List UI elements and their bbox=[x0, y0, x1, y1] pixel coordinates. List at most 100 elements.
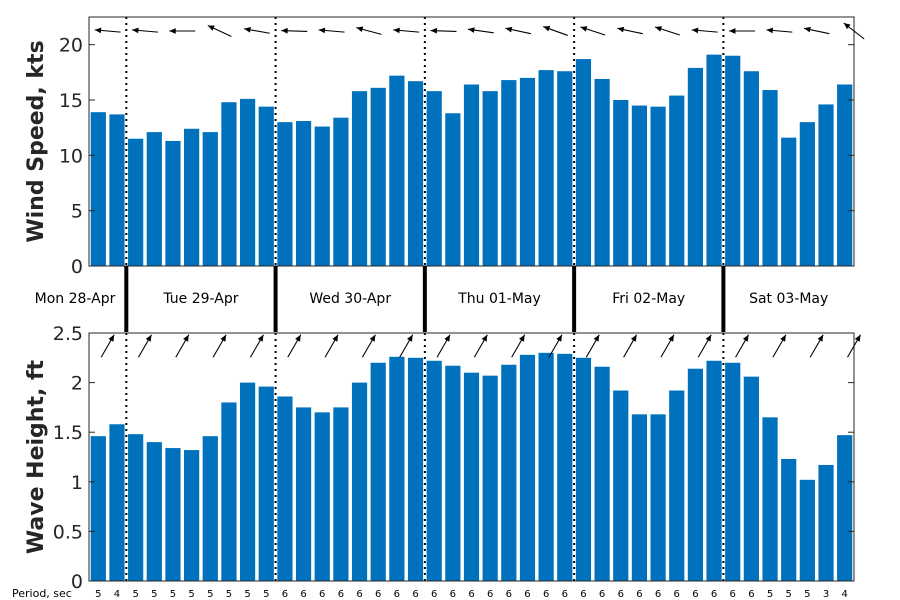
period-value: 6 bbox=[487, 589, 493, 600]
wind-bar bbox=[333, 117, 349, 266]
wave-direction-arrow bbox=[287, 334, 302, 358]
wind-direction-arrow bbox=[580, 26, 606, 36]
period-value: 6 bbox=[599, 589, 605, 600]
wave-bar bbox=[837, 435, 853, 581]
wind-direction-arrow-head bbox=[393, 27, 400, 34]
wind-direction-arrow bbox=[131, 27, 158, 34]
wave-direction-arrow bbox=[511, 334, 526, 358]
wind-bar bbox=[482, 91, 498, 266]
wave-bar bbox=[482, 375, 498, 581]
wave-bar bbox=[799, 479, 815, 581]
wind-direction-arrow-head bbox=[169, 28, 176, 34]
wave-direction-arrow-head bbox=[556, 334, 562, 342]
day-labels-panel: Mon 28-Apr Tue 29-Apr Wed 30-Apr Thu 01-May… bbox=[35, 266, 828, 332]
wind-direction-arrow-head bbox=[843, 22, 851, 30]
wind-direction-arrow bbox=[729, 28, 756, 34]
wind-ytick-label: 15 bbox=[59, 90, 83, 112]
period-value: 6 bbox=[524, 589, 530, 600]
period-value: 6 bbox=[468, 589, 474, 600]
period-value: 6 bbox=[412, 589, 418, 600]
wave-bar bbox=[743, 376, 759, 581]
wind-direction-arrow bbox=[543, 26, 568, 36]
period-value: 6 bbox=[562, 589, 568, 600]
wind-direction-arrow bbox=[430, 27, 457, 34]
wave-direction-arrow-head bbox=[705, 334, 712, 342]
wind-bar bbox=[725, 55, 741, 266]
wave-bar bbox=[445, 365, 461, 581]
wave-bar bbox=[407, 357, 424, 581]
wave-ytick-label: 0.5 bbox=[53, 521, 83, 543]
wind-direction-arrow-head bbox=[467, 27, 475, 33]
period-value: 5 bbox=[95, 589, 101, 600]
wind-direction-arrow-head bbox=[580, 26, 588, 32]
wind-bar bbox=[165, 140, 181, 266]
wave-direction-arrow-head bbox=[817, 334, 824, 342]
wave-direction-arrow-head bbox=[369, 334, 376, 342]
wave-bar bbox=[781, 458, 797, 581]
wave-bar bbox=[669, 390, 685, 581]
wave-direction-arrow-head bbox=[593, 334, 600, 342]
wind-direction-arrow-head bbox=[318, 27, 326, 34]
wave-direction-arrow bbox=[473, 334, 488, 358]
wave-direction-arrow bbox=[735, 334, 750, 358]
wind-direction-arrow-head bbox=[505, 26, 513, 33]
wind-direction-arrow bbox=[207, 25, 232, 37]
wave-direction-arrow bbox=[436, 334, 451, 358]
wave-direction-arrow bbox=[175, 334, 190, 358]
wind-bar bbox=[295, 121, 312, 266]
wind-bar bbox=[202, 132, 218, 266]
period-value: 6 bbox=[319, 589, 325, 600]
period-value: 5 bbox=[244, 589, 250, 600]
wind-direction-arrow-head bbox=[430, 27, 438, 34]
wave-direction-arrow bbox=[212, 334, 227, 358]
wave-direction-arrow-head bbox=[444, 334, 451, 342]
wind-direction-arrow-head bbox=[617, 26, 625, 33]
wind-direction-arrow-head bbox=[132, 27, 139, 34]
wind-bar bbox=[463, 84, 480, 266]
wind-bar bbox=[781, 137, 797, 266]
wave-direction-arrow-head bbox=[295, 334, 301, 342]
wave-bar bbox=[295, 407, 312, 581]
period-value: 6 bbox=[282, 589, 288, 600]
wind-direction-arrow bbox=[467, 27, 494, 34]
wave-ytick-label: 2.5 bbox=[53, 323, 83, 345]
wave-direction-arrow-head bbox=[518, 334, 525, 342]
wave-bar bbox=[370, 362, 386, 581]
wind-direction-arrow-head bbox=[691, 27, 699, 34]
wind-bar bbox=[762, 90, 778, 266]
wind-bar bbox=[519, 77, 536, 266]
wind-bar bbox=[277, 122, 293, 266]
wave-bar bbox=[613, 390, 629, 581]
wind-direction-arrow bbox=[766, 27, 793, 34]
wind-bar bbox=[743, 71, 759, 266]
day-label: Sat 03-May bbox=[749, 291, 828, 307]
wave-direction-arrow bbox=[660, 334, 675, 358]
wind-direction-arrow-head bbox=[729, 28, 736, 34]
wind-direction-arrow bbox=[356, 26, 382, 35]
period-value: 5 bbox=[804, 589, 810, 600]
wind-bar bbox=[706, 54, 722, 267]
day-label: Wed 30-Apr bbox=[309, 291, 391, 307]
wind-direction-arrow bbox=[617, 26, 643, 35]
wave-bar bbox=[109, 424, 125, 581]
wave-ytick-label: 1.5 bbox=[53, 422, 83, 444]
wave-direction-arrow bbox=[399, 334, 414, 358]
wind-bar bbox=[538, 70, 554, 267]
period-value: 6 bbox=[338, 589, 344, 600]
period-value: 5 bbox=[151, 589, 157, 600]
day-label: Thu 01-May bbox=[457, 291, 541, 307]
wave-direction-arrow-head bbox=[108, 334, 115, 342]
period-value: 6 bbox=[300, 589, 306, 600]
wave-bar bbox=[631, 414, 648, 581]
wave-direction-arrow bbox=[361, 334, 376, 358]
wave-bar bbox=[314, 412, 330, 581]
wind-direction-arrow-head bbox=[543, 26, 551, 32]
period-value: 4 bbox=[114, 589, 120, 600]
wave-direction-arrow bbox=[137, 334, 152, 358]
period-value: 5 bbox=[170, 589, 176, 600]
wave-bar bbox=[239, 382, 256, 581]
period-value: 6 bbox=[543, 589, 549, 600]
wave-bar bbox=[538, 352, 554, 581]
